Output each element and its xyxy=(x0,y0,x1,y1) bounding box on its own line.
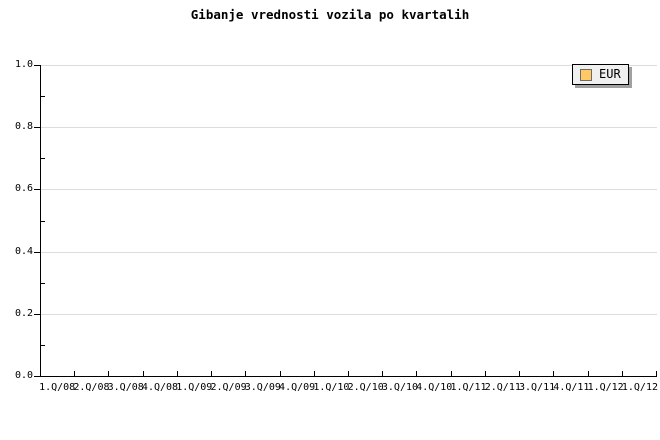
x-tick-label: 1.Q/11 xyxy=(450,382,487,393)
y-major-tick xyxy=(34,189,40,191)
x-tick xyxy=(450,371,452,376)
chart-title: Gibanje vrednosti vozila po kvartalih xyxy=(190,7,470,22)
y-minor-tick xyxy=(41,158,45,160)
legend-swatch-icon xyxy=(580,68,592,81)
y-major-tick xyxy=(34,251,40,253)
x-tick-label: 3.Q/08 xyxy=(107,382,144,393)
y-axis-labels: 0.0 0.2 0.4 0.6 0.8 1.0 xyxy=(0,59,33,381)
y-minor-tick xyxy=(41,282,45,284)
x-tick xyxy=(211,371,213,376)
x-tick xyxy=(416,371,418,376)
gridline xyxy=(41,127,657,129)
x-tick-label: 2.Q/11 xyxy=(484,382,521,393)
x-tick-label: 1.Q/09 xyxy=(176,382,213,393)
plot-area xyxy=(34,65,657,377)
x-tick xyxy=(621,371,623,376)
x-tick-label: 1.Q/12 xyxy=(621,382,658,393)
x-tick-label: 1.Q/10 xyxy=(313,382,350,393)
x-tick xyxy=(74,371,76,376)
y-major-tick xyxy=(34,376,40,377)
y-tick-label: 0.4 xyxy=(14,245,33,257)
x-tick-label: 4.Q/09 xyxy=(279,382,316,393)
y-tick-label: 0.2 xyxy=(14,307,33,319)
gridline xyxy=(41,189,657,191)
x-tick xyxy=(142,371,144,376)
x-tick xyxy=(313,371,315,376)
x-tick xyxy=(484,371,486,376)
y-major-tick xyxy=(34,65,40,66)
y-major-tick xyxy=(34,127,40,129)
gridline xyxy=(41,65,657,66)
y-tick-label: 0.0 xyxy=(14,370,33,381)
x-tick xyxy=(656,371,657,376)
x-tick xyxy=(553,371,555,376)
x-tick-label: 4.Q/08 xyxy=(141,382,179,393)
x-axis-labels: 1.Q/08 2.Q/08 3.Q/08 4.Q/08 1.Q/09 2.Q/09 3.Q/… xyxy=(39,382,658,393)
x-tick-label: 3.Q/09 xyxy=(244,382,281,393)
y-tick-label: 1.0 xyxy=(14,59,33,70)
y-tick-label: 0.8 xyxy=(14,121,33,133)
y-minor-tick xyxy=(41,344,45,346)
x-tick-label: 2.Q/10 xyxy=(347,382,384,393)
x-tick xyxy=(279,371,281,376)
x-tick-label: 3.Q/10 xyxy=(381,382,419,393)
x-tick-label: 2.Q/09 xyxy=(210,382,247,393)
x-tick xyxy=(108,371,110,376)
x-tick xyxy=(348,371,349,376)
y-major-tick xyxy=(34,313,40,315)
x-tick-label: 1.Q/12 xyxy=(587,382,624,393)
y-minor-tick xyxy=(41,96,45,98)
gridline xyxy=(41,251,657,253)
y-minor-tick xyxy=(41,220,45,222)
x-tick-label: 1.Q/08 xyxy=(39,382,76,393)
gridline xyxy=(41,313,657,315)
x-tick-label: 4.Q/11 xyxy=(553,382,590,393)
x-tick-label: 2.Q/08 xyxy=(73,382,110,393)
x-tick xyxy=(176,371,178,376)
legend-box: EUR xyxy=(572,64,629,85)
x-tick xyxy=(587,371,589,376)
legend-item-label: EUR xyxy=(599,67,621,81)
y-tick-label: 0.6 xyxy=(14,183,33,195)
x-tick-label: 4.Q/10 xyxy=(416,382,453,393)
x-tick xyxy=(519,371,521,376)
x-tick-label: 3.Q/11 xyxy=(519,382,556,393)
x-tick xyxy=(245,371,247,376)
x-tick xyxy=(382,371,384,376)
